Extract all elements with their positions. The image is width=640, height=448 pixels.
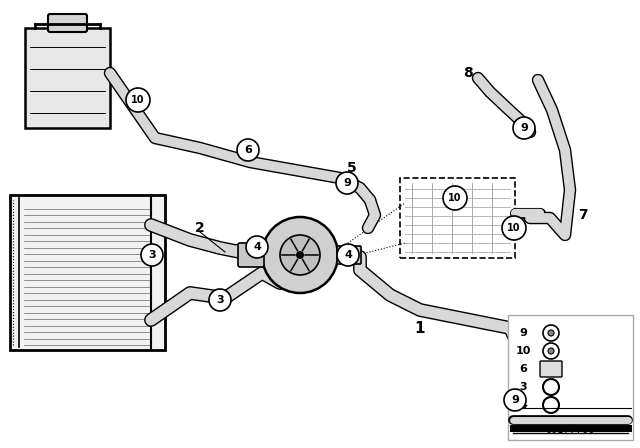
Circle shape [336, 172, 358, 194]
Circle shape [296, 251, 304, 259]
Text: 3: 3 [519, 382, 527, 392]
Text: 10: 10 [131, 95, 145, 105]
Text: 4: 4 [253, 242, 261, 252]
FancyBboxPatch shape [238, 243, 264, 267]
Polygon shape [25, 28, 110, 128]
Polygon shape [10, 195, 165, 350]
Circle shape [502, 216, 526, 240]
Circle shape [280, 235, 320, 275]
Circle shape [262, 217, 338, 293]
Circle shape [337, 244, 359, 266]
FancyBboxPatch shape [540, 361, 562, 377]
Text: 5: 5 [347, 161, 357, 175]
Text: 3: 3 [148, 250, 156, 260]
Text: 2: 2 [195, 221, 205, 235]
Circle shape [443, 186, 467, 210]
Circle shape [504, 389, 526, 411]
Circle shape [548, 330, 554, 336]
Text: 9: 9 [343, 178, 351, 188]
Circle shape [237, 139, 259, 161]
Polygon shape [508, 315, 633, 440]
Text: 10: 10 [448, 193, 461, 203]
FancyBboxPatch shape [48, 14, 87, 32]
Circle shape [141, 244, 163, 266]
Text: 9: 9 [511, 395, 519, 405]
Text: 8: 8 [463, 66, 473, 80]
Polygon shape [400, 178, 515, 258]
Text: 9: 9 [519, 328, 527, 338]
Text: 3: 3 [216, 295, 224, 305]
Text: 6: 6 [244, 145, 252, 155]
Text: 4: 4 [519, 400, 527, 410]
Text: 10: 10 [508, 223, 521, 233]
FancyBboxPatch shape [337, 246, 361, 264]
Text: 10: 10 [515, 346, 531, 356]
Circle shape [246, 236, 268, 258]
Circle shape [126, 88, 150, 112]
Text: 6: 6 [519, 364, 527, 374]
Text: 00177706: 00177706 [545, 425, 595, 435]
Text: 1: 1 [415, 320, 425, 336]
Circle shape [209, 289, 231, 311]
Text: 7: 7 [578, 208, 588, 222]
Circle shape [548, 348, 554, 354]
Circle shape [513, 117, 535, 139]
Text: 9: 9 [520, 123, 528, 133]
Text: 4: 4 [344, 250, 352, 260]
